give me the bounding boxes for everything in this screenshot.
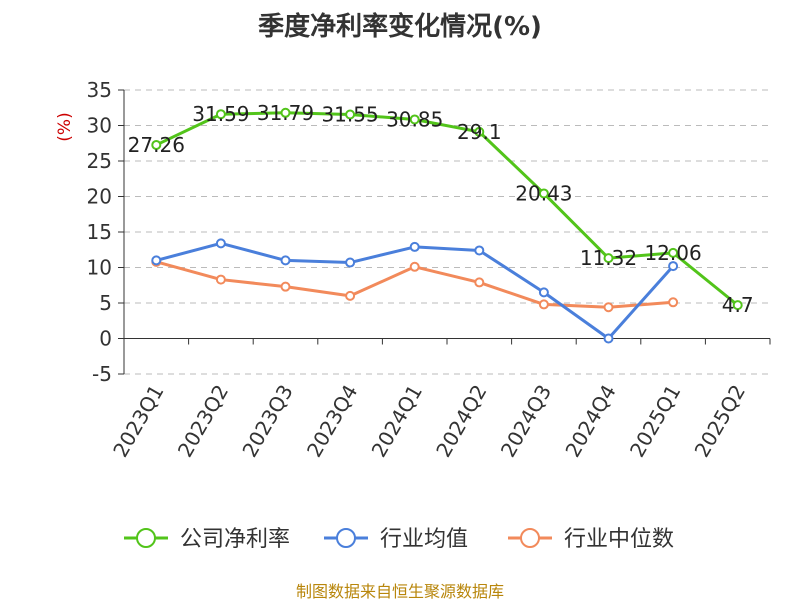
x-tick-label: 2025Q2 bbox=[690, 381, 750, 462]
legend-marker bbox=[520, 528, 540, 548]
chart-title: 季度净利率变化情况(%) bbox=[258, 12, 542, 42]
data-point bbox=[474, 126, 485, 137]
y-tick-label: 10 bbox=[87, 256, 112, 280]
data-point bbox=[603, 253, 614, 264]
y-tick-label: 20 bbox=[87, 185, 112, 209]
data-point bbox=[345, 257, 356, 268]
x-tick-label: 2025Q1 bbox=[625, 381, 685, 462]
y-tick-label: 15 bbox=[87, 220, 112, 244]
legend-label: 行业中位数 bbox=[564, 527, 674, 552]
y-axis-label: (%) bbox=[55, 112, 75, 141]
data-point bbox=[668, 297, 679, 308]
y-tick-label: 35 bbox=[87, 78, 112, 102]
y-tick-label: 30 bbox=[87, 114, 112, 138]
data-point bbox=[280, 107, 291, 118]
x-tick-label: 2024Q3 bbox=[496, 381, 556, 462]
y-tick-label: 5 bbox=[99, 291, 112, 315]
data-point bbox=[538, 287, 549, 298]
data-point bbox=[215, 238, 226, 249]
data-point bbox=[538, 188, 549, 199]
x-tick-label: 2023Q4 bbox=[302, 381, 362, 462]
data-label: 12.06 bbox=[644, 241, 701, 265]
data-label: 31.55 bbox=[321, 102, 378, 126]
data-point bbox=[215, 109, 226, 120]
data-point bbox=[538, 299, 549, 310]
x-tick-label: 2023Q3 bbox=[237, 381, 297, 462]
x-tick-label: 2024Q1 bbox=[367, 381, 427, 462]
legend-marker bbox=[136, 528, 156, 548]
y-tick-label: -5 bbox=[92, 362, 112, 386]
x-tick-label: 2023Q2 bbox=[173, 381, 233, 462]
data-point bbox=[603, 302, 614, 313]
data-point bbox=[280, 255, 291, 266]
data-point bbox=[151, 255, 162, 266]
legend-label: 公司净利率 bbox=[180, 527, 290, 552]
y-tick-label: 0 bbox=[99, 327, 112, 351]
data-point bbox=[345, 109, 356, 120]
data-label: 31.59 bbox=[192, 102, 249, 126]
data-point bbox=[151, 139, 162, 150]
data-point bbox=[409, 261, 420, 272]
x-tick-label: 2024Q2 bbox=[431, 381, 491, 462]
data-point bbox=[280, 281, 291, 292]
data-point bbox=[345, 290, 356, 301]
y-tick-label: 25 bbox=[87, 149, 112, 173]
data-label: 31.79 bbox=[257, 101, 314, 125]
data-point bbox=[668, 261, 679, 272]
data-label: 29.1 bbox=[457, 120, 502, 144]
data-point bbox=[474, 277, 485, 288]
data-point bbox=[409, 114, 420, 125]
series-line bbox=[155, 111, 739, 307]
x-tick-label: 2024Q4 bbox=[560, 381, 620, 462]
data-label: 11.32 bbox=[580, 246, 637, 270]
data-label: 27.26 bbox=[128, 133, 185, 157]
data-point bbox=[215, 274, 226, 285]
data-point bbox=[603, 333, 614, 344]
legend-label: 行业均值 bbox=[380, 527, 468, 552]
data-point bbox=[732, 300, 743, 311]
data-label: 4.7 bbox=[722, 293, 754, 317]
x-tick-label: 2023Q1 bbox=[108, 381, 168, 462]
data-point bbox=[474, 245, 485, 256]
data-point bbox=[409, 241, 420, 252]
legend-marker bbox=[336, 528, 356, 548]
data-label: 30.85 bbox=[386, 107, 443, 131]
data-source-note: 制图数据来自恒生聚源数据库 bbox=[295, 582, 504, 601]
data-label: 20.43 bbox=[515, 181, 572, 205]
data-point bbox=[668, 247, 679, 258]
